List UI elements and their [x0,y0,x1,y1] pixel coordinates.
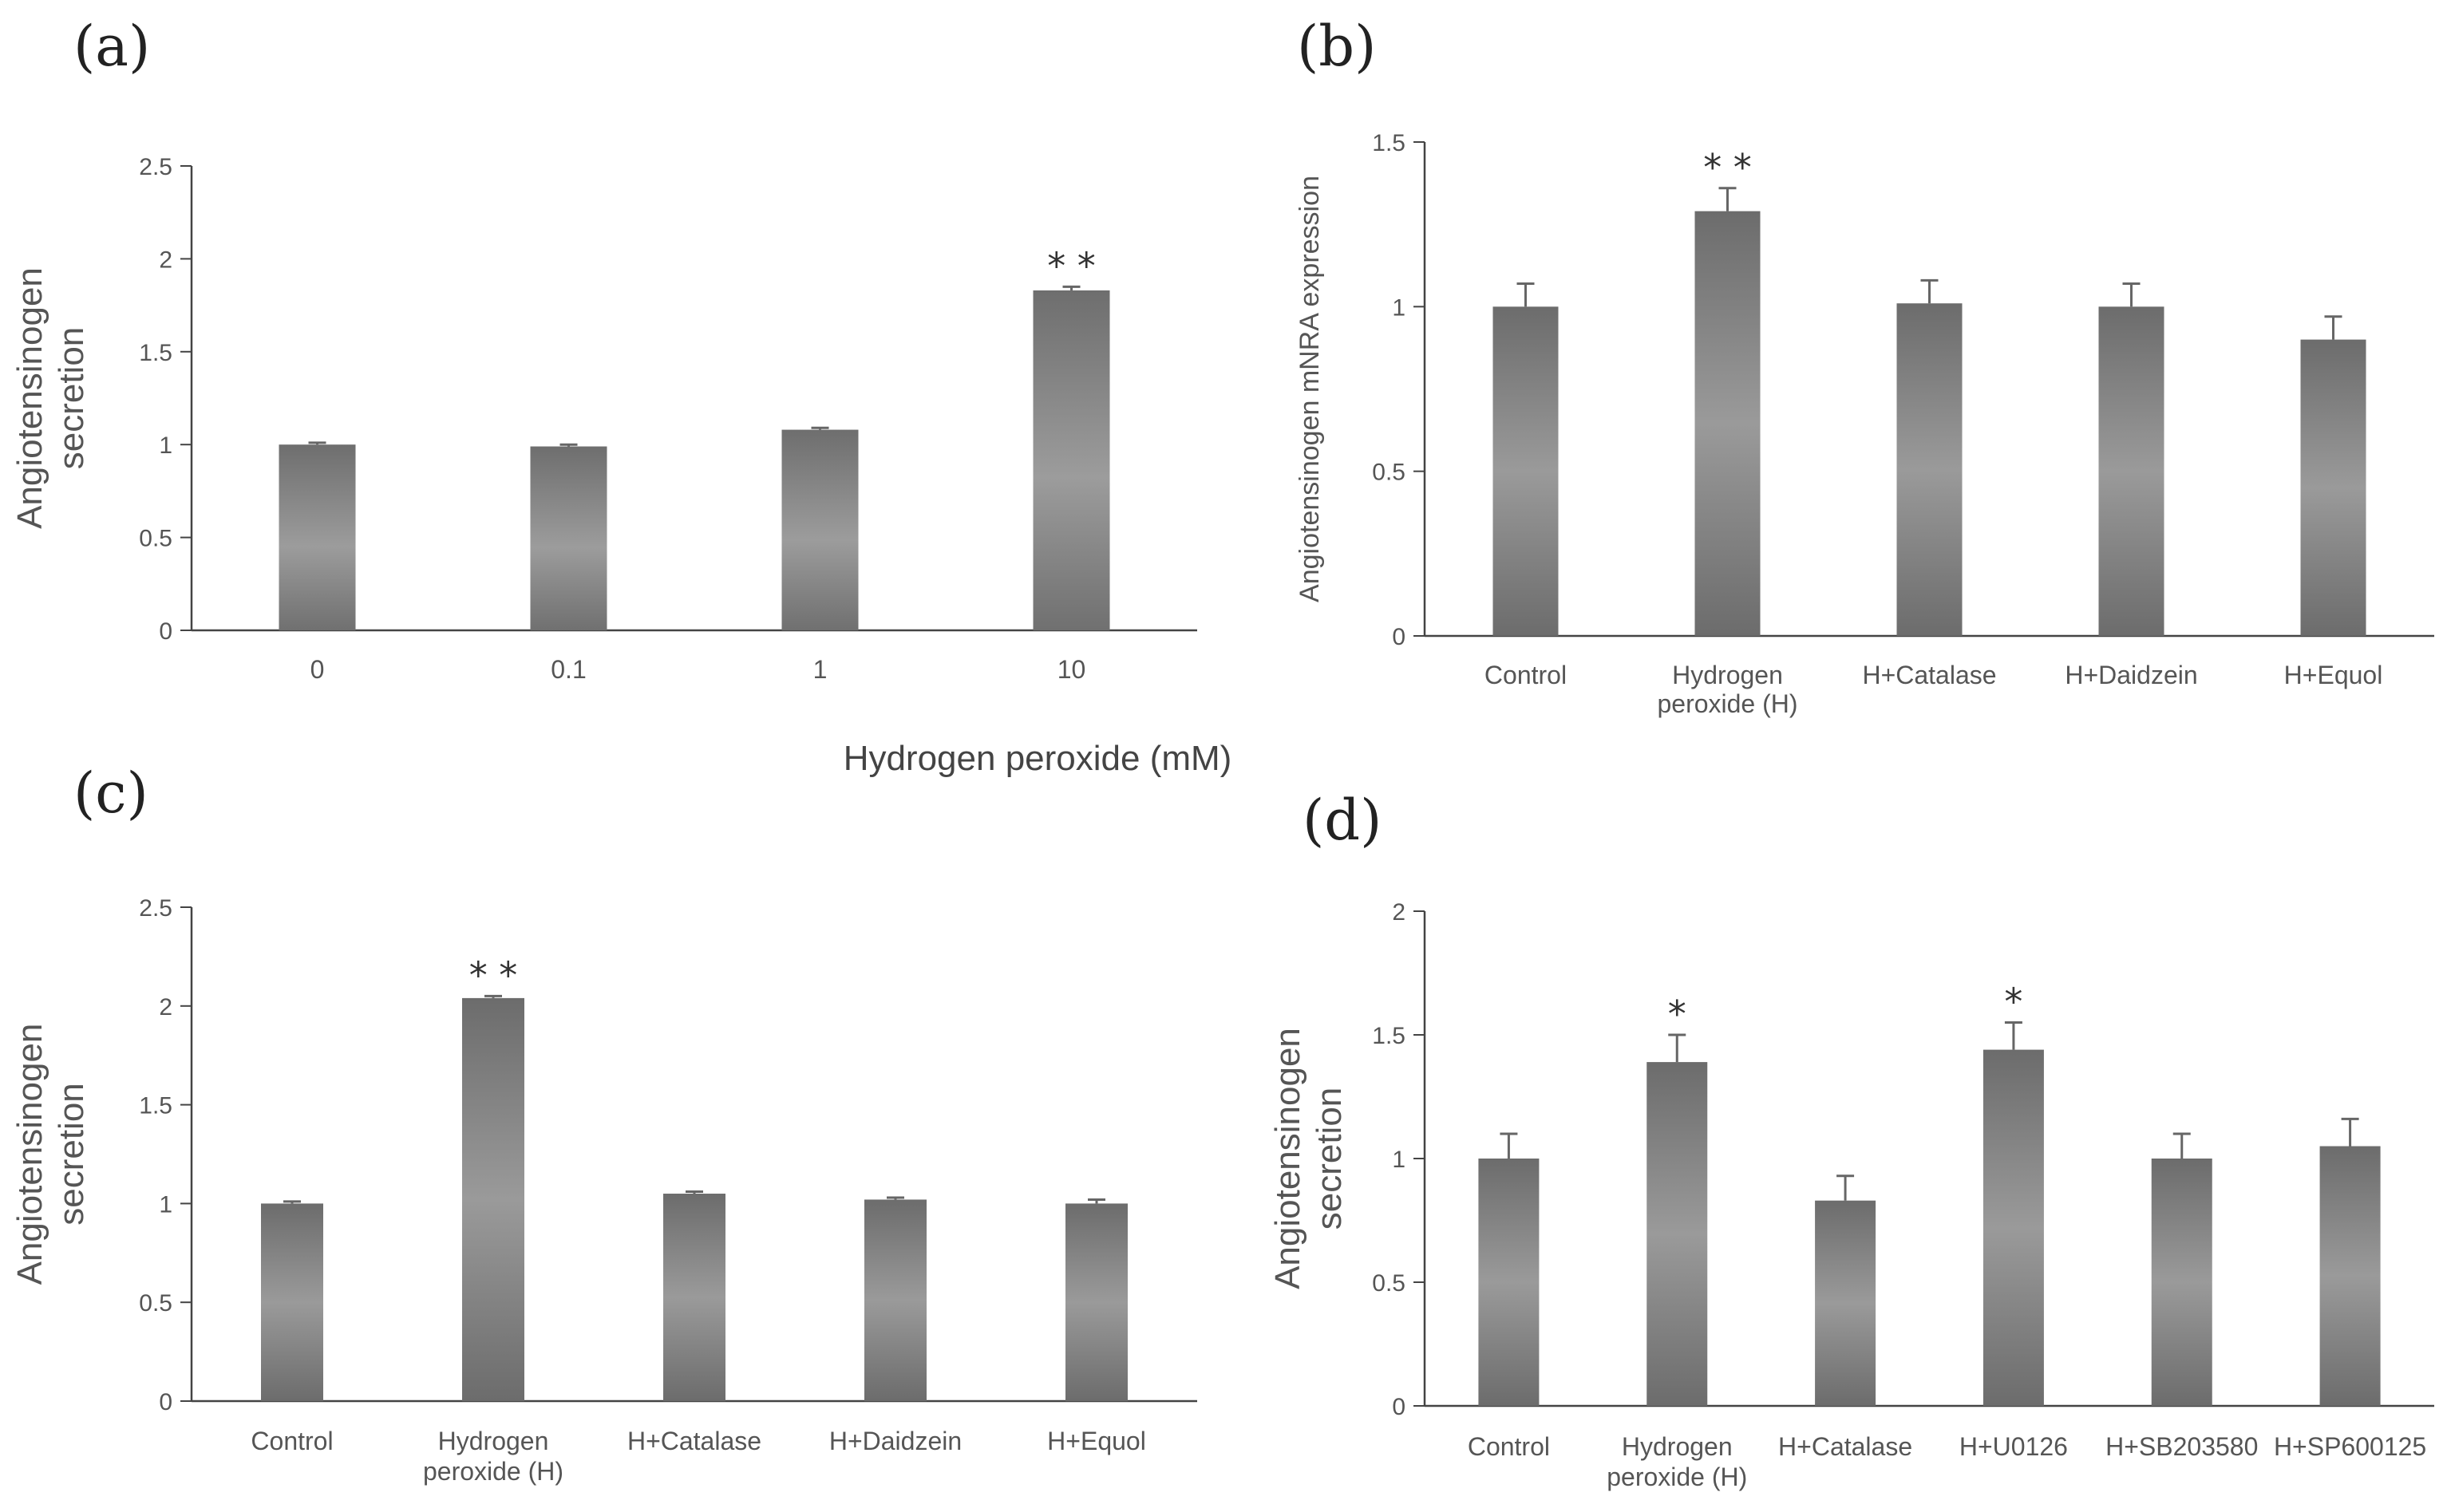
significance-marker: * [2004,981,2022,1024]
x-tick-label: H+Equol [2284,661,2383,689]
bar [1065,1203,1128,1401]
bar [1896,303,1963,636]
y-tick-label: 0.5 [1372,460,1405,486]
x-tick-label: H+U0126 [1959,1432,2068,1461]
y-tick-label: 2.5 [139,895,172,922]
bar [2098,306,2164,636]
panel-label-c: (c) [73,760,148,826]
bar [2300,339,2366,636]
bar [462,997,524,1401]
y-tick-label: 1.5 [1372,1023,1405,1049]
y-tick-label: 0 [1392,1394,1405,1420]
bar [2151,1159,2212,1406]
chart-panel-c: 0 0.5 1 1.5 2 2.5 Control * * Hydrogen peroxide (… [10,895,1197,1486]
significance-marker: * * [1047,244,1096,287]
x-tick-label: 0 [310,655,325,684]
bar [1478,1159,1540,1406]
y-axis-label: Angiotensinogensecretion [10,1024,91,1285]
x-tick-label: Hydrogen peroxide (H) [423,1427,563,1486]
bar [864,1199,927,1401]
y-axis-label: Angiotensinogensecretion [10,267,91,529]
y-tick-label: 2 [1392,899,1405,926]
x-tick-label: H+SP600125 [2274,1432,2426,1461]
panel-label-a: (a) [73,14,150,79]
chart-panel-d: 0 0.5 1 1.5 2 Control * Hydrogen peroxide (H) H+C… [1268,899,2434,1491]
significance-marker: * [1668,993,1686,1036]
x-tick-label: Control [251,1427,333,1455]
significance-marker: * * [1703,146,1752,189]
bar [663,1194,725,1401]
y-tick-label: 0 [159,1389,172,1415]
x-tick-label: H+Catalase [1862,661,1996,689]
bar [1646,1062,1708,1406]
x-tick-label: Control [1484,661,1567,689]
y-tick-label: 1 [159,432,172,459]
panel-label-d: (d) [1303,788,1382,853]
y-tick-label: 0 [1392,624,1405,650]
bar [1033,290,1110,630]
y-tick-label: 0 [159,618,172,645]
panel-label-b: (b) [1297,14,1376,79]
y-tick-label: 1 [1392,294,1405,321]
y-tick-label: 1 [159,1191,172,1218]
y-tick-label: 1 [1392,1147,1405,1173]
y-tick-label: 1.5 [1372,130,1405,156]
bar [279,444,356,630]
bar [1492,306,1559,636]
x-tick-label: H+Daidzein [829,1427,962,1455]
bar [781,429,859,630]
bar [261,1203,323,1401]
x-tick-label: Hydrogen peroxide (H) [1607,1432,1747,1491]
y-axis-label: Angiotensinogensecretion [1268,1028,1349,1289]
chart-panel-a: 0 0.5 1 1.5 2 2.5 0 0.1 1 * * 10 Angiotensinogensec… [10,154,1231,778]
x-tick-label: H+Catalase [627,1427,761,1455]
bar [530,446,607,630]
x-tick-label: Control [1468,1432,1550,1461]
bar [2319,1146,2381,1406]
y-tick-label: 1.5 [139,1093,172,1119]
x-tick-label: 0.1 [551,655,586,684]
y-tick-label: 0.5 [139,526,172,552]
y-tick-label: 0.5 [139,1290,172,1317]
bar [1815,1200,1876,1406]
bar [1983,1049,2044,1406]
bar [1694,211,1761,636]
chart-panel-b: 0 0.5 1 1.5 Control * * Hydrogen peroxide (H) H+… [1295,130,2434,718]
y-tick-label: 1.5 [139,340,172,366]
x-tick-label: H+SB203580 [2105,1432,2258,1461]
y-tick-label: 2 [159,994,172,1021]
significance-marker: * * [469,953,518,997]
x-tick-label: 1 [813,655,828,684]
x-tick-label: 10 [1057,655,1086,684]
x-axis-label: Hydrogen peroxide (mM) [844,739,1232,778]
y-tick-label: 2.5 [139,154,172,180]
y-axis-label: Angiotensinogen mNRA expression [1295,176,1325,602]
y-tick-label: 0.5 [1372,1270,1405,1297]
y-tick-label: 2 [159,247,172,273]
x-tick-label: H+Equol [1047,1427,1146,1455]
x-tick-label: H+Catalase [1778,1432,1912,1461]
x-tick-label: H+Daidzein [2065,661,2197,689]
x-tick-label: Hydrogen peroxide (H) [1657,661,1797,718]
